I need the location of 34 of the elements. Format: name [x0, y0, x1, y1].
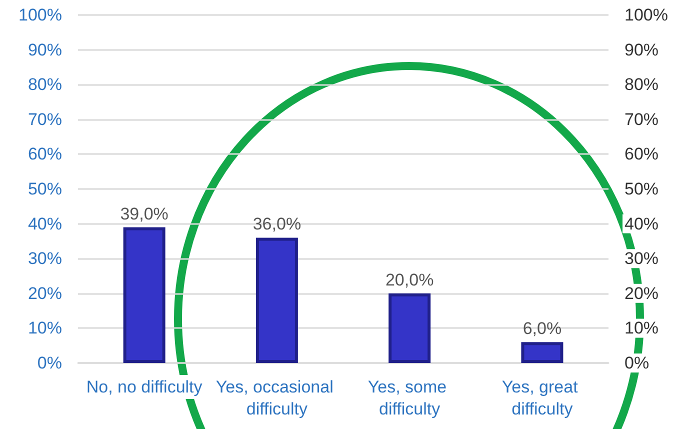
y-tick-label: 60%	[28, 144, 62, 164]
y2-tick-label: 70%	[624, 110, 659, 129]
x-tick-label: Yes, some difficulty	[368, 378, 452, 418]
y-tick-label: 40%	[28, 214, 62, 234]
y2-tick-label: 50%	[624, 180, 659, 198]
y2-tick-label: 100%	[624, 6, 668, 24]
x-tick-label: Yes, great difficulty	[502, 378, 583, 418]
y2-tick-label: 90%	[624, 40, 659, 60]
bar	[521, 342, 564, 363]
data-label: 6,0%	[522, 319, 562, 338]
data-label: 39,0%	[120, 204, 168, 224]
data-label: 20,0%	[385, 270, 434, 290]
y-tick-label: 20%	[28, 284, 62, 303]
y-tick-label: 70%	[28, 110, 62, 129]
bar	[388, 293, 431, 363]
y2-tick-label: 80%	[624, 75, 659, 94]
y2-tick-label: 40%	[624, 214, 659, 234]
data-label: 36,0%	[252, 214, 302, 234]
y-tick-label: 0%	[37, 354, 62, 372]
y2-tick-label: 10%	[624, 318, 659, 338]
bar	[123, 227, 166, 363]
y-tick-label: 50%	[28, 180, 62, 198]
y-tick-label: 80%	[28, 75, 62, 94]
y2-tick-label: 30%	[624, 249, 659, 268]
y-tick-label: 30%	[28, 249, 62, 268]
y2-tick-label: 60%	[624, 144, 659, 164]
x-tick-label: Yes, occasional difficulty	[216, 378, 338, 418]
y2-tick-label: 0%	[624, 354, 650, 372]
y-tick-label: 100%	[18, 6, 62, 24]
bar	[256, 238, 298, 363]
x-tick-label: No, no difficulty	[86, 378, 203, 396]
y-tick-label: 90%	[28, 40, 62, 60]
y2-tick-label: 20%	[624, 284, 659, 303]
y-tick-label: 10%	[28, 318, 62, 338]
